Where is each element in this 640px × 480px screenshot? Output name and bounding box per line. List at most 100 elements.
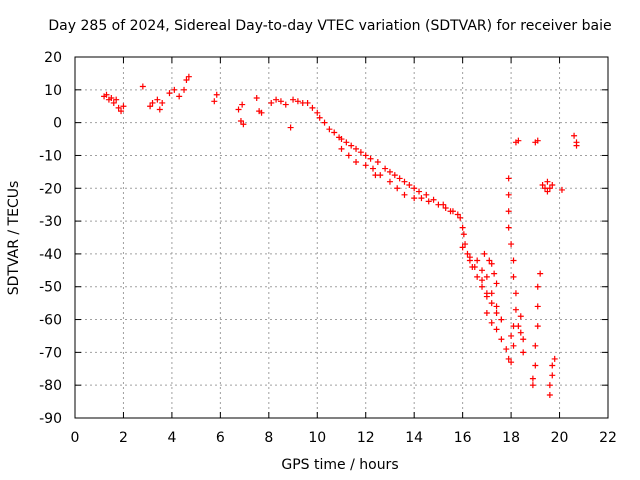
data-point <box>176 93 183 100</box>
data-point <box>534 303 541 310</box>
data-point <box>510 342 517 349</box>
data-point <box>166 90 173 97</box>
data-point <box>534 283 541 290</box>
x-tick-label: 10 <box>308 430 326 446</box>
data-point <box>294 98 301 105</box>
data-point <box>369 165 376 172</box>
data-point <box>483 309 490 316</box>
data-point <box>386 168 393 175</box>
data-point <box>488 300 495 307</box>
data-point <box>277 98 284 105</box>
data-point <box>108 95 115 102</box>
data-point <box>357 149 364 156</box>
data-point <box>486 257 493 264</box>
data-point <box>382 165 389 172</box>
data-point <box>314 109 321 116</box>
data-point <box>449 208 456 215</box>
data-point <box>401 178 408 185</box>
data-point <box>483 273 490 280</box>
data-point <box>139 83 146 90</box>
data-point <box>425 198 432 205</box>
y-tick-label: 0 <box>53 116 62 132</box>
data-point <box>503 346 510 353</box>
data-point <box>338 145 345 152</box>
data-point <box>348 142 355 149</box>
data-point <box>558 186 565 193</box>
data-point <box>345 152 352 159</box>
data-point <box>505 175 512 182</box>
chart-title: Day 285 of 2024, Sidereal Day-to-day VTE… <box>48 18 612 34</box>
x-tick-label: 2 <box>119 430 128 446</box>
data-point <box>532 342 539 349</box>
data-point <box>149 99 156 106</box>
data-point <box>316 114 323 121</box>
y-tick-label: -40 <box>39 247 62 263</box>
data-point <box>505 355 512 362</box>
data-point <box>183 76 190 83</box>
data-point <box>237 117 244 124</box>
data-point <box>498 336 505 343</box>
y-tick-label: -80 <box>39 378 62 394</box>
data-point <box>551 355 558 362</box>
data-point <box>508 359 515 366</box>
data-point <box>549 372 556 379</box>
data-point <box>457 214 464 221</box>
data-point <box>571 132 578 139</box>
plot-frame <box>74 56 609 419</box>
data-point <box>460 231 467 238</box>
data-point <box>268 99 275 106</box>
data-point <box>546 392 553 399</box>
data-point <box>377 172 384 179</box>
data-point <box>481 250 488 257</box>
data-point <box>406 181 413 188</box>
data-point <box>517 313 524 320</box>
data-point <box>505 224 512 231</box>
data-point <box>156 106 163 113</box>
data-point <box>239 101 246 108</box>
data-point <box>512 290 519 297</box>
data-point <box>110 99 117 106</box>
x-tick-label: 4 <box>167 430 176 446</box>
data-point <box>544 188 551 195</box>
data-point <box>474 257 481 264</box>
data-point <box>517 329 524 336</box>
x-tick-label: 20 <box>551 430 569 446</box>
data-point <box>309 104 316 111</box>
x-axis-ticks: 0 2 4 6 8 10 12 14 16 18 20 22 <box>71 57 617 446</box>
data-point <box>508 332 515 339</box>
data-point <box>290 96 297 103</box>
data-point <box>488 260 495 267</box>
data-point <box>411 195 418 202</box>
data-point <box>488 319 495 326</box>
data-point <box>515 323 522 330</box>
y-tick-label: 20 <box>44 50 62 66</box>
data-point <box>391 172 398 179</box>
data-point <box>479 267 486 274</box>
grid-lines <box>75 57 608 418</box>
data-point <box>466 254 473 261</box>
data-point <box>512 306 519 313</box>
data-point <box>534 323 541 330</box>
data-point <box>401 191 408 198</box>
x-axis-label: GPS time / hours <box>281 457 399 473</box>
y-axis-ticks: 20 10 0 -10 -20 -30 -40 -50 -60 -70 -80 -90 <box>39 50 608 427</box>
data-point <box>498 316 505 323</box>
data-point <box>418 195 425 202</box>
data-point <box>510 257 517 264</box>
data-point <box>549 181 556 188</box>
data-point <box>353 159 360 166</box>
data-point <box>529 382 536 389</box>
data-point <box>235 106 242 113</box>
data-point <box>459 224 466 231</box>
data-point <box>493 280 500 287</box>
y-tick-label: -30 <box>39 214 62 230</box>
data-point <box>430 196 437 203</box>
data-point <box>474 273 481 280</box>
data-point <box>416 188 423 195</box>
y-tick-label: -90 <box>39 411 62 427</box>
data-point <box>362 162 369 169</box>
data-point <box>520 349 527 356</box>
x-tick-label: 16 <box>454 430 472 446</box>
data-point <box>115 104 122 111</box>
